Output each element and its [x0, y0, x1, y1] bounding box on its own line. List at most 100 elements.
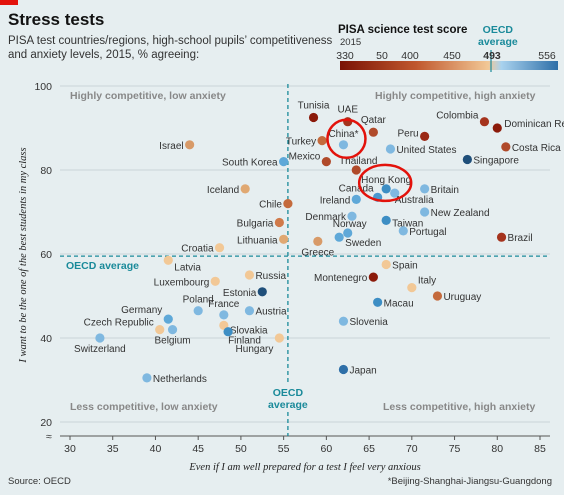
oecd-y-label: OECD average: [66, 260, 139, 272]
quadrant-label-bottom-left: Less competitive, low anxiety: [70, 401, 218, 413]
data-point-label: Denmark: [305, 212, 347, 223]
data-point-label: Italy: [418, 276, 436, 287]
x-tick-label: 30: [64, 443, 76, 455]
data-point-label: Germany: [121, 305, 162, 316]
data-point-label: New Zealand: [431, 208, 490, 219]
legend-oecd-line-1: OECD: [482, 24, 514, 36]
data-point: [274, 217, 284, 228]
data-point: [279, 234, 289, 244]
x-axis-title: Even if I am well prepared for a test I …: [188, 462, 420, 473]
data-point: [398, 226, 408, 236]
data-point-label: Britain: [431, 185, 459, 196]
data-point-label: Israel: [159, 141, 183, 152]
x-tick-label: 85: [534, 443, 546, 455]
oecd-x-label-line-1: OECD: [273, 387, 304, 399]
data-point-label: Taiwan: [392, 218, 423, 229]
y-tick-label: 80: [40, 165, 52, 177]
data-point: [155, 325, 165, 335]
source-note: Source: OECD: [8, 476, 71, 487]
data-point-label: Belgium: [154, 336, 190, 347]
data-point: [210, 276, 220, 286]
data-point: [385, 144, 396, 154]
data-point: [390, 188, 400, 198]
data-point-label: Brazil: [508, 233, 533, 244]
data-point-label: Netherlands: [153, 374, 207, 385]
oecd-x-label-line-2: average: [268, 399, 308, 411]
x-tick-label: 45: [192, 443, 204, 455]
legend-color-bar: [340, 61, 558, 70]
data-point: [351, 194, 361, 204]
data-point: [373, 297, 383, 307]
data-point: [420, 207, 430, 217]
data-point: [338, 316, 349, 326]
data-point-label: Luxembourg: [154, 277, 210, 288]
data-point-label: France: [208, 299, 240, 310]
footnote: *Beijing-Shanghai-Jiangsu-Guangdong: [387, 476, 552, 487]
data-point: [381, 215, 391, 225]
x-tick-label: 60: [321, 443, 333, 455]
data-point-label: Mexico: [289, 152, 321, 163]
data-point: [420, 131, 430, 141]
highlight-circle: [326, 118, 367, 160]
data-point: [462, 154, 472, 165]
data-point-label: Bulgaria: [237, 219, 274, 230]
data-point: [347, 211, 357, 221]
data-point: [338, 140, 349, 150]
data-point: [496, 232, 507, 242]
data-point-label: Japan: [349, 366, 376, 377]
data-point: [313, 236, 323, 246]
data-point: [381, 259, 391, 270]
data-point: [368, 127, 378, 137]
data-point: [167, 325, 178, 335]
legend-oecd-line-2: average: [478, 36, 518, 48]
data-point-label: Switzerland: [74, 344, 126, 355]
legend-tick: 50: [376, 50, 388, 62]
data-point-label: Thailand: [339, 156, 377, 167]
x-tick-label: 80: [491, 443, 503, 455]
data-point: [283, 199, 293, 209]
data-point: [274, 333, 284, 343]
data-point-label: Ireland: [320, 195, 351, 206]
data-point-label: Portugal: [409, 227, 446, 238]
data-point: [142, 373, 152, 383]
data-point: [381, 184, 391, 194]
legend-tick: 493: [483, 50, 501, 62]
legend-tick: 556: [538, 50, 556, 62]
y-tick-label: 100: [34, 81, 52, 93]
data-point: [240, 184, 250, 194]
legend-year: 2015: [340, 37, 362, 48]
data-point: [368, 272, 378, 282]
data-point-label: Canada: [339, 183, 374, 194]
data-point-label: Finland: [228, 336, 261, 347]
data-point-label: Iceland: [207, 185, 239, 196]
data-point-label: Greece: [301, 247, 334, 258]
data-point-label: Qatar: [361, 115, 387, 126]
data-point: [95, 333, 105, 343]
data-point: [317, 136, 327, 146]
highlight-circle: [357, 163, 413, 203]
data-point-label: Poland: [183, 295, 214, 306]
data-point-label: UAE: [337, 105, 358, 116]
data-point: [407, 283, 417, 293]
data-point: [257, 287, 267, 297]
legend-title: PISA science test score: [338, 24, 468, 36]
y-tick-label: 60: [40, 249, 52, 261]
data-point-label: Dominican Republic: [504, 119, 564, 130]
x-tick-label: 65: [363, 443, 375, 455]
data-point-label: Montenegro: [314, 273, 368, 284]
data-point: [219, 310, 229, 320]
quadrant-label-top-right: Highly competitive, high anxiety: [375, 90, 536, 102]
data-point-label: Uruguay: [443, 292, 481, 303]
legend-oecd-label: OECD average: [478, 24, 518, 48]
data-point: [308, 112, 319, 123]
data-point-label: Costa Rica: [512, 143, 561, 154]
data-point-label: Sweden: [345, 238, 381, 249]
data-point-label: Chile: [259, 200, 282, 211]
data-point: [351, 165, 361, 175]
x-tick-label: 75: [449, 443, 461, 455]
data-point: [432, 291, 443, 301]
chart-title: Stress tests: [8, 10, 105, 29]
legend-tick: 450: [443, 50, 461, 62]
data-point: [244, 270, 255, 280]
